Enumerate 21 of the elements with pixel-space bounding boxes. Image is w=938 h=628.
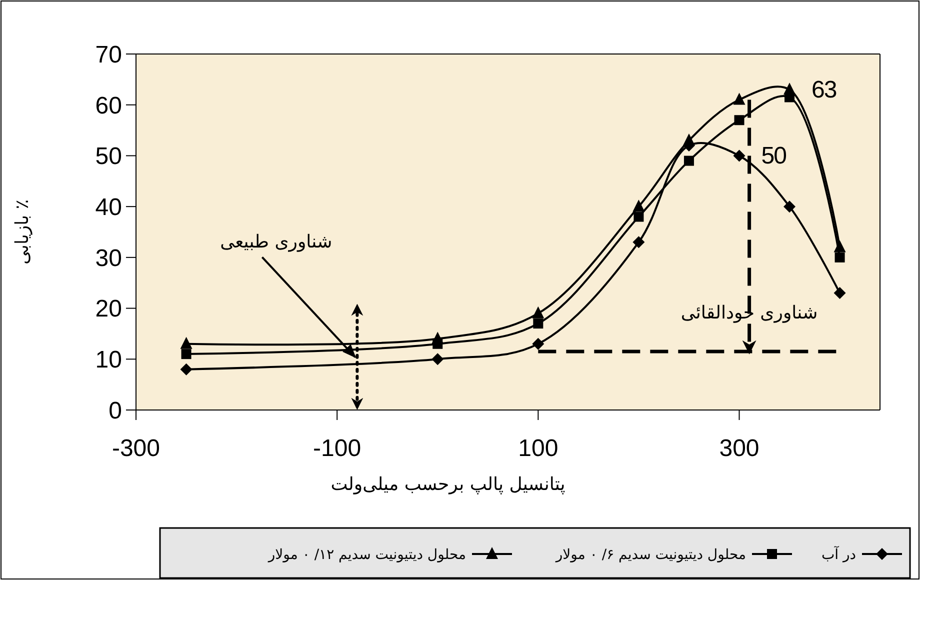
legend-label: در آب xyxy=(821,544,856,563)
legend-label: محلول دیتیونیت سدیم ۶/ ۰ مولار xyxy=(554,546,746,563)
x-tick-label: 100 xyxy=(518,435,558,462)
y-tick-label: 30 xyxy=(95,244,122,272)
legend-label: محلول دیتیونیت سدیم ۱۲/ ۰ مولار xyxy=(267,546,466,563)
y-tick-label: 20 xyxy=(95,296,122,323)
data-label: 63 xyxy=(812,76,837,104)
y-tick-label: 40 xyxy=(95,194,122,221)
x-axis-title: پتانسیل پالپ برحسب میلی‌ولت xyxy=(330,474,566,495)
y-tick-label: 0 xyxy=(108,397,122,424)
y-tick-label: 70 xyxy=(95,41,122,68)
x-tick-label: -300 xyxy=(112,435,160,462)
y-tick-label: 50 xyxy=(95,143,122,170)
data-label: 50 xyxy=(761,142,787,170)
annotation: شناوری طبیعی xyxy=(220,231,332,252)
x-tick-label: 300 xyxy=(719,435,760,462)
x-tick-label: -100 xyxy=(313,435,362,462)
annotation: شناوری خودالقائی xyxy=(680,302,818,324)
y-axis-title: بازیابی ٪ xyxy=(12,199,33,265)
y-tick-label: 10 xyxy=(95,346,122,374)
y-tick-label: 60 xyxy=(95,92,122,120)
